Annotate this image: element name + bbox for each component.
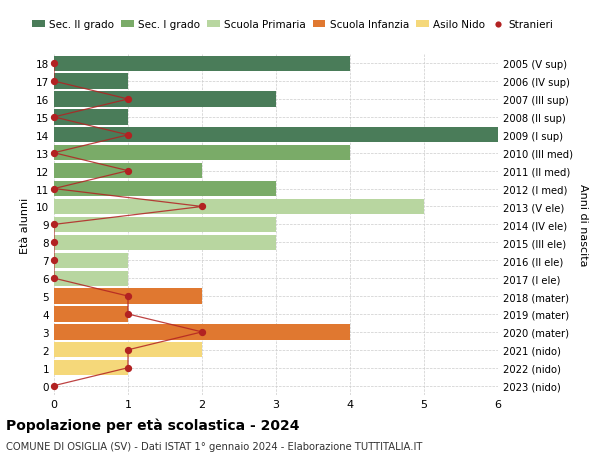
Bar bbox=[54, 325, 350, 340]
Point bbox=[49, 275, 59, 282]
Point bbox=[123, 311, 133, 318]
Bar bbox=[54, 307, 128, 322]
Legend: Sec. II grado, Sec. I grado, Scuola Primaria, Scuola Infanzia, Asilo Nido, Stran: Sec. II grado, Sec. I grado, Scuola Prim… bbox=[28, 16, 558, 34]
Point bbox=[49, 257, 59, 264]
Bar bbox=[54, 182, 276, 197]
Bar bbox=[54, 360, 128, 375]
Bar bbox=[54, 74, 128, 90]
Bar bbox=[54, 271, 128, 286]
Point bbox=[49, 114, 59, 121]
Bar bbox=[54, 146, 350, 161]
Bar bbox=[54, 289, 202, 304]
Bar bbox=[54, 199, 424, 215]
Point bbox=[49, 239, 59, 246]
Point bbox=[49, 78, 59, 85]
Point bbox=[49, 150, 59, 157]
Text: COMUNE DI OSIGLIA (SV) - Dati ISTAT 1° gennaio 2024 - Elaborazione TUTTITALIA.IT: COMUNE DI OSIGLIA (SV) - Dati ISTAT 1° g… bbox=[6, 441, 422, 451]
Point bbox=[123, 96, 133, 103]
Bar bbox=[54, 164, 202, 179]
Bar bbox=[54, 128, 498, 143]
Point bbox=[49, 382, 59, 390]
Point bbox=[123, 168, 133, 175]
Bar bbox=[54, 253, 128, 268]
Point bbox=[123, 132, 133, 139]
Y-axis label: Età alunni: Età alunni bbox=[20, 197, 31, 253]
Text: Popolazione per età scolastica - 2024: Popolazione per età scolastica - 2024 bbox=[6, 418, 299, 432]
Point bbox=[49, 221, 59, 229]
Bar bbox=[54, 342, 202, 358]
Bar bbox=[54, 235, 276, 251]
Point bbox=[197, 329, 207, 336]
Y-axis label: Anni di nascita: Anni di nascita bbox=[578, 184, 589, 266]
Bar bbox=[54, 110, 128, 125]
Point bbox=[49, 185, 59, 193]
Point bbox=[123, 293, 133, 300]
Bar bbox=[54, 56, 350, 72]
Point bbox=[123, 364, 133, 372]
Point bbox=[123, 347, 133, 354]
Point bbox=[49, 60, 59, 67]
Point bbox=[197, 203, 207, 211]
Bar bbox=[54, 92, 276, 107]
Bar bbox=[54, 217, 276, 233]
